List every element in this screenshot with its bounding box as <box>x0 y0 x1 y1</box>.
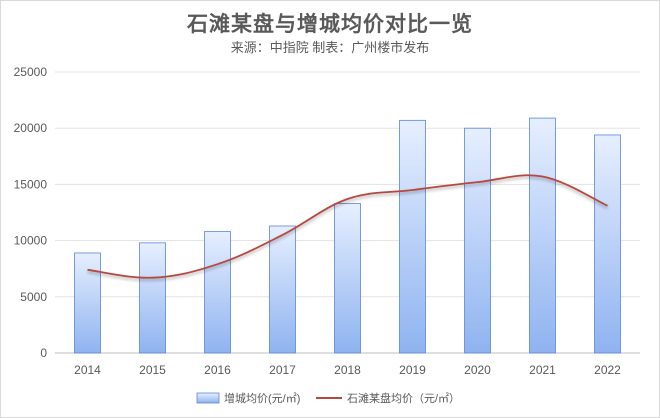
bar-layer <box>74 117 621 354</box>
bar <box>269 225 296 354</box>
bar <box>204 231 231 354</box>
legend-swatch-bar <box>196 392 220 404</box>
bar <box>139 242 166 354</box>
x-tick-label: 2022 <box>594 363 621 377</box>
legend-label-bar: 增城均价(元/㎡) <box>224 391 300 405</box>
bar <box>529 117 556 354</box>
x-tick-label: 2020 <box>464 363 491 377</box>
bar <box>74 252 101 354</box>
x-tick-label: 2014 <box>74 363 101 377</box>
legend: 增城均价(元/㎡) 石滩某盘均价（元/㎡） <box>196 391 460 405</box>
bar <box>334 203 361 354</box>
legend-label-line: 石滩某盘均价（元/㎡） <box>347 391 460 405</box>
x-tick-label: 2015 <box>139 363 166 377</box>
line-layer <box>87 174 608 279</box>
axis-layer: 0 5000 10000 15000 20000 25000 2014 2015 2016 201… <box>14 65 622 377</box>
y-tick-label: 5000 <box>20 290 47 304</box>
x-tick-label: 2019 <box>399 363 426 377</box>
x-tick-label: 2017 <box>269 363 296 377</box>
y-tick-label: 25000 <box>14 65 48 79</box>
x-tick-label: 2016 <box>204 363 231 377</box>
x-tick-label: 2021 <box>529 363 556 377</box>
bar <box>399 119 426 354</box>
x-tick-label: 2018 <box>334 363 361 377</box>
chart-subtitle: 来源：中指院 制表：广州楼市发布 <box>230 40 430 55</box>
y-tick-label: 10000 <box>14 234 48 248</box>
y-tick-label: 0 <box>40 346 47 360</box>
y-tick-label: 20000 <box>14 121 48 135</box>
chart-title: 石滩某盘与增城均价对比一览 <box>187 13 473 36</box>
y-tick-label: 15000 <box>14 177 48 191</box>
bar <box>464 127 491 354</box>
bar <box>594 134 621 354</box>
